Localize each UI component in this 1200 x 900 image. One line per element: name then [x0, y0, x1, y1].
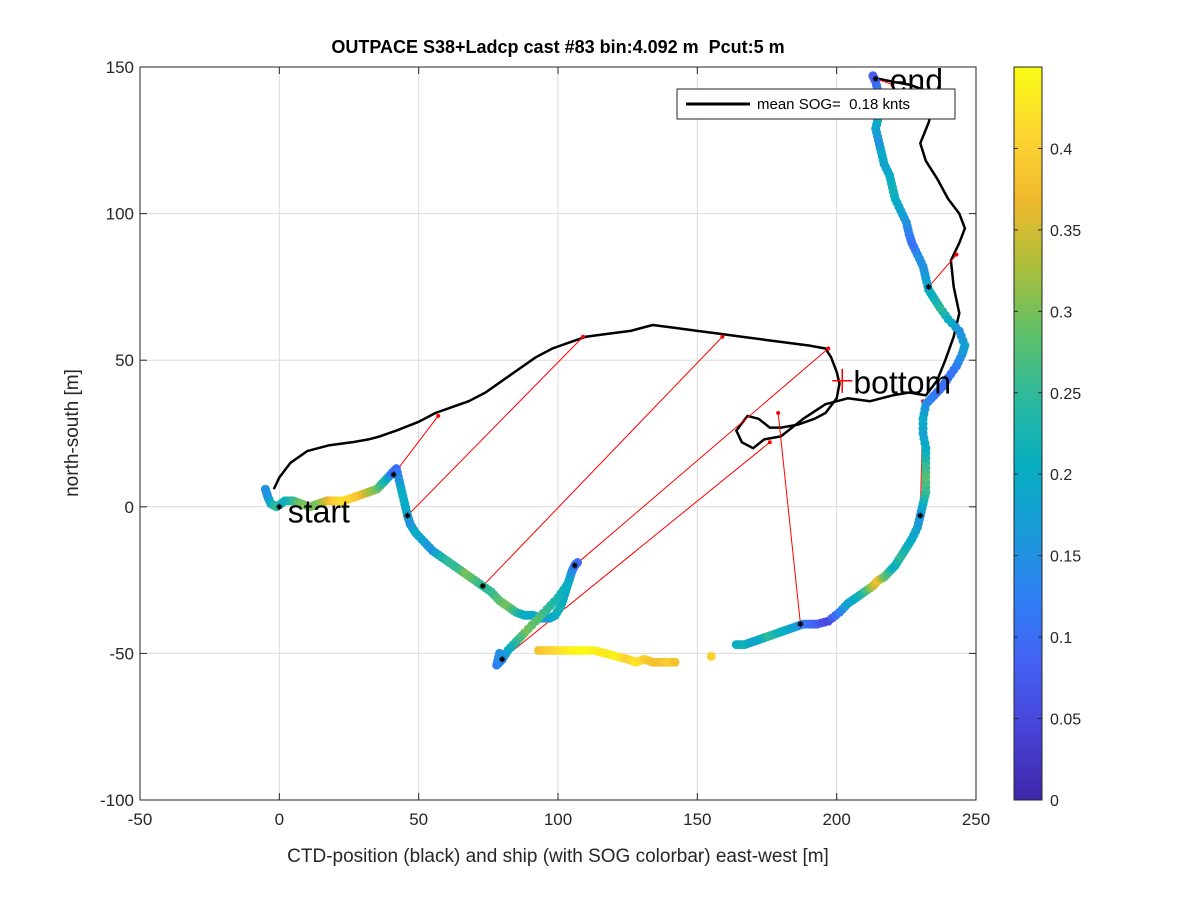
- connector-line: [928, 254, 957, 288]
- x-tick-label: 250: [962, 810, 990, 829]
- colorbar-gradient: [1013, 66, 1043, 801]
- y-tick-label: -100: [100, 791, 134, 810]
- colorbar-tick-label: 0.05: [1050, 712, 1081, 729]
- bottom-marker: [832, 368, 853, 393]
- ship-marker: [917, 512, 924, 519]
- ship-marker: [499, 656, 506, 663]
- annotation-bottom: bottom: [853, 365, 951, 401]
- colorbar-tick-label: 0: [1050, 793, 1059, 810]
- connector-ctd-point: [776, 410, 781, 415]
- colorbar-tick-label: 0.4: [1050, 141, 1072, 158]
- marker-layer: [276, 75, 932, 663]
- y-tick-label: 0: [125, 498, 134, 517]
- y-axis-label: north-south [m]: [62, 369, 83, 497]
- ship-marker: [797, 621, 804, 628]
- colorbar-tick-label: 0.35: [1050, 223, 1081, 240]
- ship-marker: [276, 503, 283, 510]
- x-tick-label: 200: [822, 810, 850, 829]
- colorbar-tick-label: 0.2: [1050, 467, 1072, 484]
- y-tick-label: 50: [115, 351, 134, 370]
- connector-ctd-point: [890, 82, 895, 87]
- ship-marker: [479, 582, 486, 589]
- connector-line: [777, 412, 801, 625]
- annotation-start: start: [288, 494, 350, 530]
- ship-marker: [404, 512, 411, 519]
- x-tick-label: -50: [128, 810, 153, 829]
- ship-marker: [571, 562, 578, 569]
- colorbar-tick-label: 0.25: [1050, 386, 1081, 403]
- ship-marker: [390, 471, 397, 478]
- colorbar-ticks: 0 0.05 0.1 0.15 0.2 0.25 0.3 0.35 0.4: [1014, 141, 1081, 810]
- y-tick-label: -50: [109, 644, 134, 663]
- ctd-track-layer: [272, 77, 967, 490]
- ship-point: [670, 657, 680, 667]
- connector-ctd-point: [767, 440, 772, 445]
- legend-entry: mean SOG= 0.18 knts: [757, 96, 910, 113]
- ship-point: [706, 651, 716, 661]
- colorbar: 0 0.05 0.1 0.15 0.2 0.25 0.3 0.35 0.4: [1013, 66, 1081, 810]
- y-tick-label: 150: [106, 58, 134, 77]
- x-tick-label: 50: [409, 810, 428, 829]
- ship-marker: [872, 75, 879, 82]
- connector-line: [393, 415, 439, 475]
- connector-line: [574, 348, 829, 566]
- connector-ctd-point: [581, 334, 586, 339]
- x-tick-label: 150: [683, 810, 711, 829]
- connector-ctd-point: [826, 346, 831, 351]
- colorbar-tick-label: 0.3: [1050, 304, 1072, 321]
- connector-line: [501, 441, 771, 660]
- x-tick-label: 100: [544, 810, 572, 829]
- legend: mean SOG= 0.18 knts: [676, 88, 956, 120]
- chart-title: OUTPACE S38+Ladcp cast #83 bin:4.092 m P…: [331, 37, 784, 57]
- colorbar-tick-label: 0.15: [1050, 549, 1081, 566]
- connector-ctd-point: [720, 334, 725, 339]
- connector-line: [407, 336, 584, 516]
- x-tick-label: 0: [275, 810, 284, 829]
- connector-ctd-point: [436, 413, 441, 418]
- ship-marker: [925, 283, 932, 290]
- ctd-track-line: [272, 77, 967, 490]
- y-tick-label: 100: [106, 205, 134, 224]
- x-axis-label: CTD-position (black) and ship (with SOG …: [287, 846, 829, 867]
- connector-ctd-point: [954, 252, 959, 257]
- connector-line: [482, 336, 723, 587]
- ship-point: [494, 648, 504, 658]
- colorbar-tick-label: 0.1: [1050, 630, 1072, 647]
